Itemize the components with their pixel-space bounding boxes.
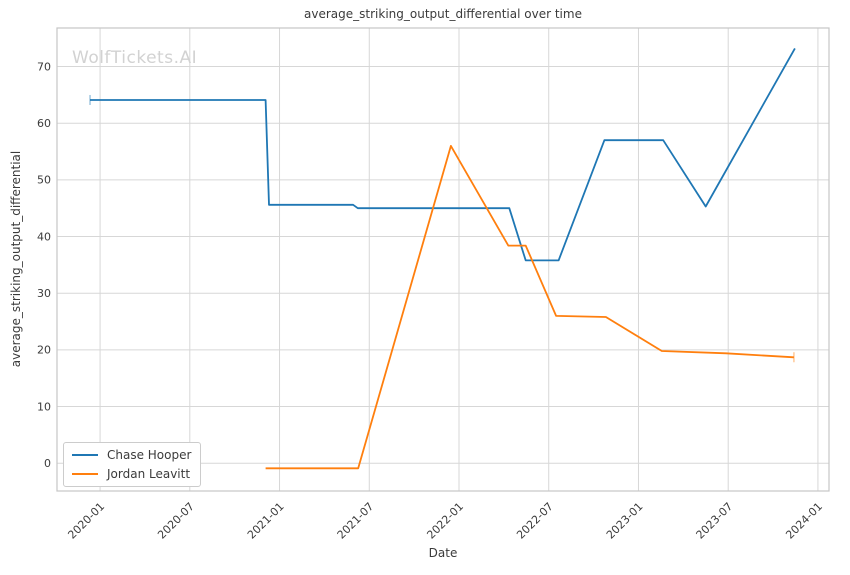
x-tick-label: 2023-01 [604, 500, 646, 542]
legend: Chase Hooper Jordan Leavitt [63, 442, 202, 487]
legend-swatch-jordan-leavitt [72, 473, 98, 475]
y-tick-label: 20 [37, 344, 51, 357]
watermark-text: WolfTickets.AI [72, 48, 198, 68]
x-tick-label: 2022-07 [514, 500, 556, 542]
y-tick-label: 60 [37, 117, 51, 130]
y-tick-label: 70 [37, 60, 51, 73]
y-tick-label: 30 [37, 287, 51, 300]
x-tick-label: 2023-07 [694, 500, 736, 542]
x-tick-label: 2020-07 [155, 500, 197, 542]
y-tick-label: 40 [37, 230, 51, 243]
x-tick-label: 2021-07 [335, 500, 377, 542]
y-tick-label: 50 [37, 174, 51, 187]
legend-label: Chase Hooper [107, 448, 192, 462]
x-tick-label: 2024-01 [783, 500, 825, 542]
legend-swatch-chase-hooper [72, 454, 98, 456]
legend-label: Jordan Leavitt [107, 467, 191, 481]
x-axis-label: Date [428, 546, 458, 560]
y-axis-label: average_striking_output_differential [9, 150, 23, 368]
series-line-jordan-leavitt [265, 144, 794, 470]
legend-item: Chase Hooper [72, 447, 191, 463]
y-tick-label: 10 [37, 400, 51, 413]
legend-item: Jordan Leavitt [72, 466, 191, 482]
x-tick-label: 2022-01 [424, 500, 466, 542]
y-tick-label: 0 [44, 457, 51, 470]
plot-border [56, 27, 830, 492]
series-line-chase-hooper [90, 47, 796, 262]
x-tick-label: 2020-01 [65, 500, 107, 542]
chart-title: average_striking_output_differential ove… [304, 7, 582, 21]
x-tick-label: 2021-01 [245, 500, 287, 542]
